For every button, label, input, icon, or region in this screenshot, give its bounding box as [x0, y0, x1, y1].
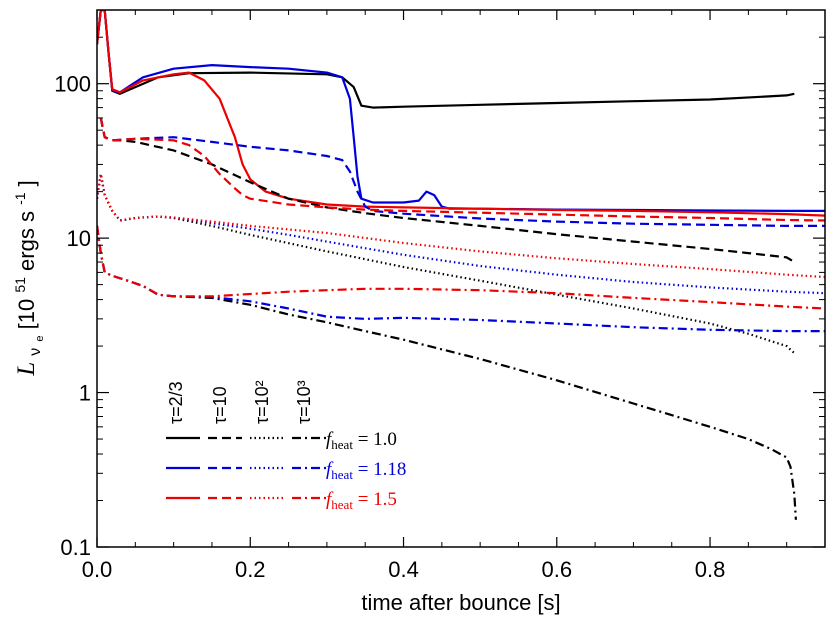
- series-layer: [97, 10, 825, 520]
- y-axis-title-exp2: -1: [12, 192, 28, 205]
- x-axis-title: time after bounce [s]: [361, 590, 560, 615]
- legend-lines: [166, 436, 326, 500]
- legend: τ=2/3 τ=10 τ=10² τ=10³ fheat = 1.0 fheat…: [166, 380, 406, 512]
- legend-f: f: [326, 489, 334, 510]
- legend-tau-label: τ=10: [210, 386, 230, 424]
- legend-sub: heat: [331, 437, 353, 452]
- legend-row-label: fheat = 1.18: [326, 459, 406, 482]
- y-tick-label: 1: [79, 381, 91, 406]
- y-axis-title-sub: ν: [27, 348, 44, 356]
- legend-val: = 1.18: [353, 459, 406, 480]
- y-axis-title-symbol: L: [13, 362, 40, 377]
- legend-tau-label: τ=10²: [252, 380, 272, 424]
- series-line-fheat-1.0-tau-10²: [97, 172, 796, 354]
- legend-val: = 1.5: [353, 489, 397, 510]
- y-axis-title-close: ]: [14, 180, 39, 186]
- series-line-fheat-1.5-tau-10: [99, 117, 825, 222]
- legend-row-label: fheat = 1.5: [326, 489, 397, 512]
- x-tick-label: 0.0: [82, 557, 113, 582]
- x-tick-label: 0.6: [541, 557, 572, 582]
- y-tick-label: 10: [67, 226, 91, 251]
- ticks-layer: 0.0 0.2 0.4 0.6 0.8 0.1 1 10 100: [54, 9, 825, 582]
- plot-frame: [96, 9, 826, 548]
- y-axis-title-subsub: e: [34, 336, 46, 342]
- x-tick-label: 0.8: [695, 557, 726, 582]
- legend-row-label: fheat = 1.0: [326, 429, 397, 452]
- y-axis-title-unit-mid: ergs s: [14, 211, 39, 271]
- y-axis-title-exp: 51: [12, 277, 28, 293]
- x-tick-label: 0.2: [235, 557, 266, 582]
- series-line-fheat-1.0-tau-10³: [97, 225, 797, 520]
- y-tick-label: 0.1: [60, 535, 91, 560]
- legend-tau-label: τ=10³: [294, 380, 314, 424]
- legend-val: = 1.0: [353, 429, 397, 450]
- legend-f: f: [326, 459, 334, 480]
- legend-f: f: [326, 429, 334, 450]
- y-axis-title: L ν e [10 51 ergs s -1 ]: [5, 180, 48, 377]
- series-line-fheat-1.5-tau-10³: [97, 225, 825, 310]
- series-line-fheat-1.0-tau-10: [99, 117, 795, 263]
- legend-tau-label: τ=2/3: [166, 381, 186, 424]
- x-tick-label: 0.4: [388, 557, 419, 582]
- legend-sub: heat: [331, 497, 353, 512]
- series-line-fheat-1.18-tau-10³: [97, 225, 825, 333]
- legend-sub: heat: [331, 467, 353, 482]
- series-line-fheat-1.18-tau-10²: [97, 172, 825, 295]
- series-line-fheat-1.0-tau-2/3: [97, 10, 795, 109]
- series-line-fheat-1.5-tau-2/3: [97, 10, 825, 217]
- series-line-fheat-1.18-tau-2/3: [97, 10, 825, 212]
- y-axis-title-unit: [10: [14, 299, 39, 330]
- y-tick-label: 100: [54, 72, 91, 97]
